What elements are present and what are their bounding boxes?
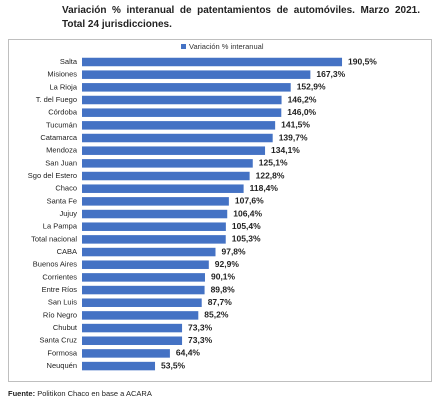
data-label: 167,3% <box>316 69 345 79</box>
bar <box>82 70 311 79</box>
bar <box>82 336 183 345</box>
y-tick-label: CABA <box>57 247 77 256</box>
chart-frame <box>8 39 432 382</box>
bar <box>82 298 202 307</box>
bar <box>82 57 343 67</box>
y-tick-label: Buenos Aires <box>33 260 77 269</box>
bar <box>82 349 170 358</box>
data-label: 146,2% <box>288 94 317 104</box>
bar <box>82 209 228 219</box>
data-label: 97,8% <box>221 246 246 256</box>
source: Fuente: Politikon Chaco en base a ACARA <box>8 389 152 398</box>
bar <box>82 95 282 105</box>
data-label: 139,7% <box>279 132 308 142</box>
bar <box>82 146 266 155</box>
data-label: 152,9% <box>297 82 326 92</box>
data-label: 105,4% <box>232 221 261 231</box>
data-label: 90,1% <box>211 272 236 282</box>
data-label: 92,9% <box>215 259 240 269</box>
y-tick-label: Córdoba <box>48 108 78 117</box>
bar <box>82 273 205 282</box>
data-label: 190,5% <box>348 56 377 66</box>
data-label: 106,4% <box>233 208 262 218</box>
y-tick-label: Mendoza <box>46 146 78 155</box>
y-tick-label: Tucumán <box>46 120 77 129</box>
bar <box>82 184 244 193</box>
bar <box>82 235 226 244</box>
data-label: 141,5% <box>281 120 310 130</box>
y-tick-label: La Rioja <box>49 82 77 91</box>
bar <box>82 260 209 269</box>
y-tick-label: Total nacional <box>31 234 77 243</box>
data-label: 64,4% <box>176 348 201 358</box>
bar <box>82 361 156 371</box>
bar <box>82 285 205 295</box>
y-tick-label: Jujuy <box>59 209 77 218</box>
data-label: 125,1% <box>259 158 288 168</box>
legend-swatch <box>181 44 186 49</box>
data-label: 73,3% <box>188 335 213 345</box>
legend-label: Variación % interanual <box>189 42 264 51</box>
bar <box>82 222 226 231</box>
data-label: 118,4% <box>250 183 279 193</box>
bar <box>82 323 183 333</box>
y-tick-label: Salta <box>60 57 78 66</box>
data-label: 85,2% <box>204 310 229 320</box>
bar <box>82 159 253 168</box>
y-tick-label: Chubut <box>53 323 78 332</box>
bar <box>82 121 276 130</box>
bar <box>82 133 273 143</box>
data-label: 134,1% <box>271 145 300 155</box>
y-tick-label: San Luis <box>48 298 77 307</box>
bar <box>82 197 229 206</box>
data-label: 122,8% <box>256 170 285 180</box>
y-tick-label: Neuquén <box>47 361 77 370</box>
y-tick-label: Santa Fe <box>47 196 77 205</box>
y-tick-label: Catamarca <box>40 133 78 142</box>
bar <box>82 83 291 92</box>
y-tick-label: Chaco <box>55 184 77 193</box>
source-label: Fuente: <box>8 389 36 398</box>
y-tick-label: Corrientes <box>42 272 77 281</box>
y-tick-label: Formosa <box>47 348 77 357</box>
y-tick-label: La Pampa <box>43 222 78 231</box>
bar <box>82 311 199 320</box>
bar <box>82 108 282 117</box>
data-label: 73,3% <box>188 322 213 332</box>
chart-title: Variación % interanual de patentamientos… <box>62 5 420 30</box>
y-tick-label: Misiones <box>47 70 77 79</box>
source-text: Politikon Chaco en base a ACARA <box>37 389 152 398</box>
bar <box>82 171 250 181</box>
data-label: 53,5% <box>161 360 186 370</box>
y-tick-label: Entre Ríos <box>42 285 78 294</box>
y-tick-label: Santa Cruz <box>39 336 77 345</box>
data-label: 89,8% <box>211 284 236 294</box>
data-label: 146,0% <box>287 107 316 117</box>
y-tick-label: Sgo del Estero <box>28 171 77 180</box>
data-label: 107,6% <box>235 196 264 206</box>
data-label: 87,7% <box>208 297 233 307</box>
bar <box>82 247 216 257</box>
y-tick-label: T. del Fuego <box>36 95 77 104</box>
data-label: 105,3% <box>232 234 261 244</box>
y-tick-label: Río Negro <box>43 310 77 319</box>
y-tick-label: San Juan <box>45 158 77 167</box>
